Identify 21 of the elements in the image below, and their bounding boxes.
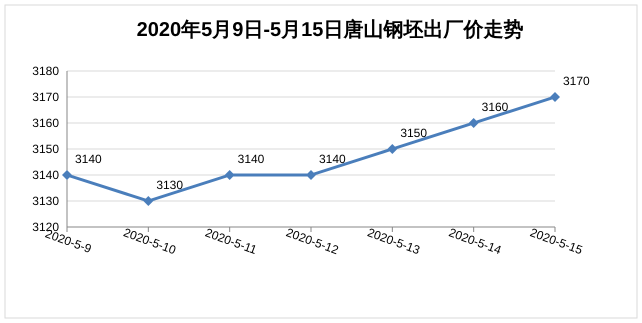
y-tick-label: 3170 bbox=[32, 90, 60, 104]
data-label: 3160 bbox=[482, 100, 509, 114]
data-label: 3130 bbox=[156, 178, 184, 192]
data-label: 3140 bbox=[238, 152, 265, 166]
y-tick-label: 3140 bbox=[32, 168, 60, 182]
y-tick-label: 3130 bbox=[32, 194, 60, 208]
y-tick-label: 3160 bbox=[32, 116, 60, 130]
chart-title: 2020年5月9日-5月15日唐山钢坯出厂价走势 bbox=[136, 18, 524, 41]
data-label: 3150 bbox=[400, 126, 428, 140]
point bbox=[143, 196, 154, 206]
data-label: 3140 bbox=[75, 152, 102, 166]
y-tick-label: 3180 bbox=[32, 64, 60, 78]
data-label: 3140 bbox=[319, 152, 346, 166]
point bbox=[468, 118, 479, 128]
point bbox=[387, 144, 398, 154]
point bbox=[550, 92, 560, 102]
point bbox=[62, 170, 72, 180]
point bbox=[224, 170, 235, 180]
point bbox=[306, 170, 316, 180]
y-tick-label: 3150 bbox=[32, 142, 60, 156]
data-label: 3170 bbox=[563, 74, 590, 88]
